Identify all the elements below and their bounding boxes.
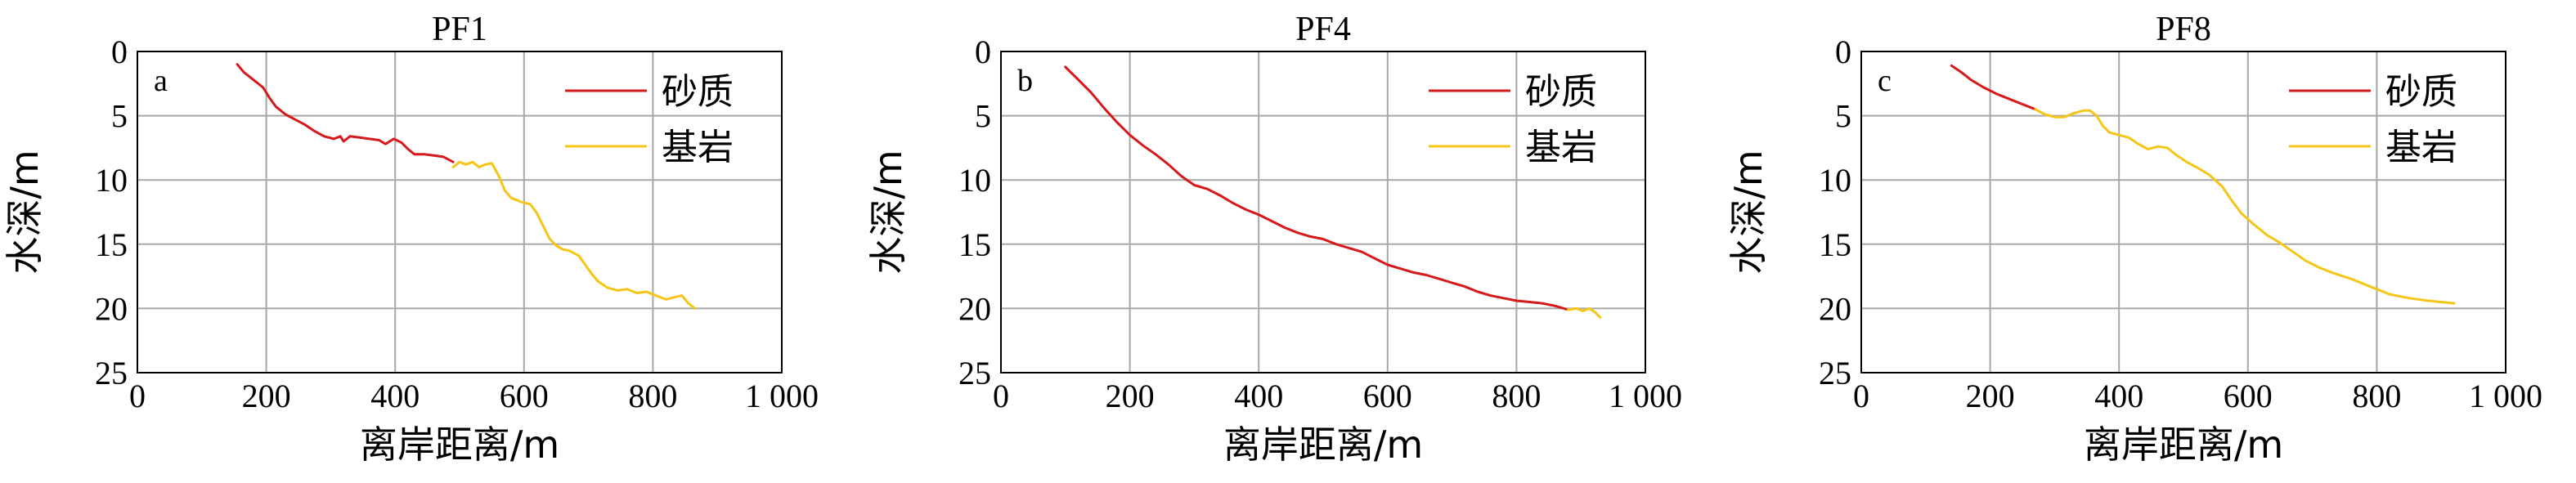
x-tick-label: 800 [2352, 378, 2401, 414]
chart-panel-a: 0 200 400 600 800 1 000 0 5 10 15 20 25 PF1 a 离岸距离/m 水深… [2, 11, 819, 467]
x-tick-label: 0 [129, 378, 146, 414]
x-tick-label: 600 [2224, 378, 2273, 414]
y-tick-label: 5 [1835, 98, 1851, 135]
y-tick-label: 0 [111, 34, 128, 70]
legend-label-sand: 砂质 [1525, 71, 1597, 113]
y-tick-label: 20 [1819, 290, 1851, 327]
y-tick-label: 20 [95, 290, 128, 327]
y-tick-label: 5 [975, 98, 991, 135]
chart-panel-c: 0 200 400 600 800 1 000 0 5 10 15 20 25 PF8 c 离岸距离/m 水深… [1726, 11, 2542, 467]
y-tick-label: 15 [1819, 226, 1851, 263]
x-tick-label: 800 [628, 378, 677, 414]
y-tick-label: 0 [1835, 34, 1851, 70]
legend-label-sand: 砂质 [662, 71, 734, 113]
x-axis-label: 离岸距离/m [1223, 423, 1423, 467]
x-tick-label: 1 000 [745, 378, 819, 414]
y-axis-label: 水深/m [866, 150, 910, 274]
y-tick-label: 5 [111, 98, 128, 135]
plot-area [137, 51, 782, 373]
panel-letter: c [1878, 64, 1892, 98]
chart-title: PF1 [432, 11, 487, 48]
x-tick-label: 0 [993, 378, 1009, 414]
x-tick-label: 1 000 [2469, 378, 2542, 414]
y-tick-label: 15 [95, 226, 128, 263]
series-line-sand [1064, 65, 1569, 311]
y-tick-label: 25 [95, 355, 128, 391]
series-line-bedrock [2034, 108, 2456, 305]
chart-panel-b: 0 200 400 600 800 1 000 0 5 10 15 20 25 PF4 b 离岸距离/m 水深… [866, 11, 1682, 467]
series-line-sand [236, 63, 455, 163]
x-tick-label: 400 [370, 378, 420, 414]
x-tick-label: 200 [1106, 378, 1155, 414]
plot-frame [1000, 51, 1646, 373]
legend-label-bedrock: 基岩 [2385, 127, 2457, 168]
y-tick-label: 20 [958, 290, 991, 327]
x-tick-label: 1 000 [1609, 378, 1682, 414]
panel-letter: a [154, 64, 168, 98]
plot-frame [137, 51, 783, 373]
legend-label-bedrock: 基岩 [662, 127, 734, 168]
x-tick-label: 400 [1234, 378, 1283, 414]
plot-area [1861, 51, 2506, 373]
y-axis-label: 水深/m [1726, 150, 1770, 274]
legend-label-bedrock: 基岩 [1525, 127, 1597, 168]
y-tick-label: 25 [958, 355, 991, 391]
series-line-bedrock [451, 160, 697, 310]
legend-label-sand: 砂质 [2385, 71, 2457, 113]
series-line-bedrock [1566, 306, 1602, 319]
x-tick-label: 0 [1853, 378, 1869, 414]
x-tick-label: 200 [1966, 378, 2015, 414]
plot-area [1001, 51, 1645, 373]
x-axis-label: 离岸距离/m [2084, 423, 2283, 467]
y-tick-label: 10 [95, 162, 128, 199]
series-line-sand [1950, 64, 2037, 111]
x-axis-label: 离岸距离/m [360, 423, 559, 467]
y-tick-label: 15 [958, 226, 991, 263]
y-tick-label: 25 [1819, 355, 1851, 391]
chart-title: PF4 [1295, 11, 1351, 48]
x-tick-label: 800 [1492, 378, 1541, 414]
y-tick-label: 10 [1819, 162, 1851, 199]
chart-title: PF8 [2156, 11, 2211, 48]
y-tick-label: 10 [958, 162, 991, 199]
x-tick-label: 400 [2094, 378, 2143, 414]
plot-frame [1860, 51, 2506, 373]
x-tick-label: 200 [242, 378, 291, 414]
x-tick-label: 600 [1363, 378, 1412, 414]
y-axis-label: 水深/m [2, 150, 47, 274]
x-tick-label: 600 [500, 378, 549, 414]
y-tick-label: 0 [975, 34, 991, 70]
panel-letter: b [1017, 64, 1033, 98]
